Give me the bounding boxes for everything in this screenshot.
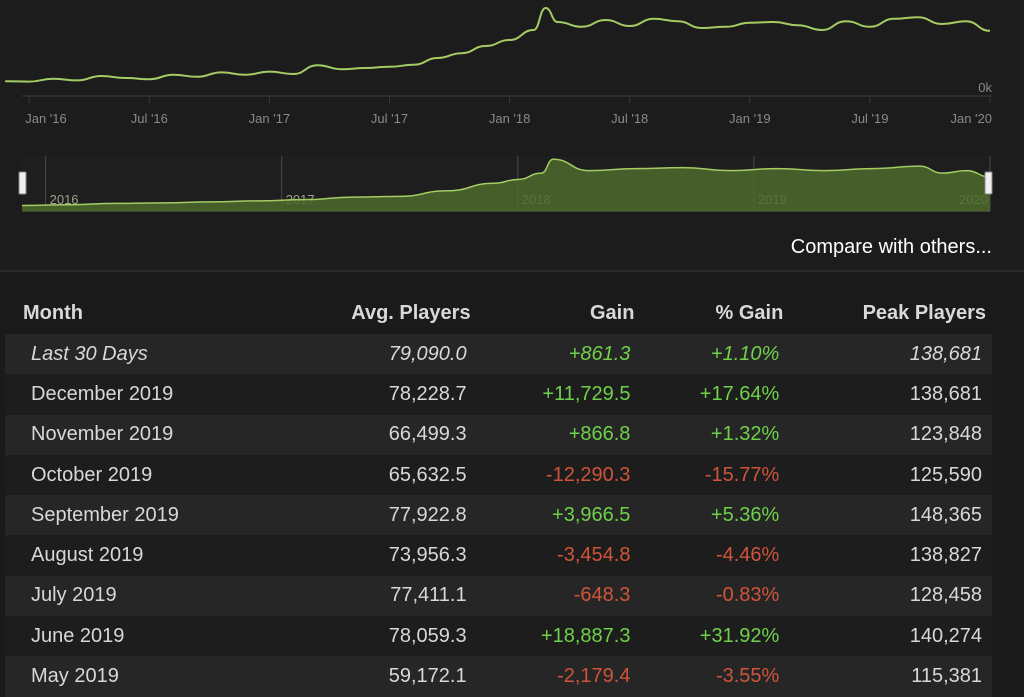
- compare-with-others-link[interactable]: Compare with others...: [790, 236, 992, 258]
- cell-pct-gain: -3.55%: [715, 665, 780, 688]
- monthly-stats-table: Month Avg. Players Gain % Gain Peak Play…: [5, 292, 992, 697]
- x-tick-label: Jul '19: [851, 111, 888, 126]
- cell-gain: -3,454.8: [557, 544, 631, 567]
- cell-gain: -2,179.4: [557, 665, 631, 688]
- table-row: September 2019 77,922.8 +3,966.5 +5.36% 148,…: [5, 495, 992, 536]
- cell-avg-players: 66,499.3: [388, 423, 467, 446]
- cell-month: August 2019: [31, 544, 144, 567]
- cell-gain: -648.3: [573, 584, 631, 607]
- header-gain[interactable]: Gain: [589, 301, 635, 324]
- cell-avg-players: 73,956.3: [388, 544, 467, 567]
- cell-month: October 2019: [31, 463, 153, 486]
- cell-peak-players: 125,590: [909, 463, 982, 486]
- cell-peak-players: 138,681: [909, 342, 982, 365]
- x-tick-label: Jan '16: [25, 111, 67, 126]
- navigator-right-handle[interactable]: [984, 171, 993, 195]
- header-month[interactable]: Month: [23, 301, 83, 324]
- table-row: October 2019 65,632.5 -12,290.3 -15.77% 125,…: [5, 454, 992, 496]
- cell-avg-players: 59,172.1: [388, 665, 467, 688]
- table-row: Last 30 Days 79,090.0 +861.3 +1.10% 138,681: [5, 334, 992, 375]
- navigator-year-label: 2016: [50, 192, 79, 207]
- cell-avg-players: 65,632.5: [388, 463, 467, 486]
- cell-peak-players: 115,381: [911, 665, 982, 688]
- chart-area: Jan '16 Jul '16 Jan '17 Jul '17 Jan '18 Jul '…: [0, 0, 1024, 270]
- x-tick-label: Jan '19: [729, 111, 771, 126]
- table-row: August 2019 73,956.3 -3,454.8 -4.46% 138,827: [5, 535, 992, 576]
- table-row: November 2019 66,499.3 +866.8 +1.32% 123,848: [5, 414, 992, 455]
- cell-peak-players: 148,365: [909, 503, 982, 526]
- cell-peak-players: 138,681: [909, 382, 982, 405]
- cell-month: July 2019: [31, 584, 117, 607]
- header-avg-players[interactable]: Avg. Players: [351, 301, 471, 324]
- navigator-area: [22, 159, 990, 211]
- table-row: May 2019 59,172.1 -2,179.4 -3.55% 115,381: [5, 656, 992, 697]
- cell-pct-gain: +1.10%: [710, 342, 780, 365]
- series-line[interactable]: [5, 6, 991, 83]
- cell-gain: +11,729.5: [542, 382, 631, 405]
- cell-pct-gain: +1.32%: [710, 423, 780, 446]
- main-line-chart[interactable]: Jan '16 Jul '16 Jan '17 Jul '17 Jan '18 Jul '…: [0, 0, 1024, 140]
- header-pct-gain[interactable]: % Gain: [715, 301, 784, 324]
- cell-avg-players: 77,411.1: [390, 584, 467, 607]
- table-row: June 2019 78,059.3 +18,887.3 +31.92% 140,274: [5, 616, 992, 657]
- cell-gain: +866.8: [568, 423, 631, 446]
- monthly-stats-section: Month Avg. Players Gain % Gain Peak Play…: [0, 270, 1024, 697]
- x-tick-label: Jan '20: [950, 111, 992, 126]
- cell-avg-players: 78,228.7: [388, 382, 467, 405]
- cell-month: May 2019: [31, 665, 119, 688]
- navigator-chart[interactable]: 20162017201820192020: [0, 0, 1024, 230]
- navigator-line: [21, 158, 991, 207]
- cell-gain: -12,290.3: [545, 463, 631, 486]
- cell-month: June 2019: [31, 624, 125, 647]
- x-tick-label: Jan '18: [489, 111, 531, 126]
- cell-peak-players: 123,848: [909, 423, 982, 446]
- cell-peak-players: 140,274: [909, 624, 982, 647]
- cell-peak-players: 138,827: [909, 544, 982, 567]
- cell-gain: +3,966.5: [552, 503, 631, 526]
- cell-month: November 2019: [31, 423, 174, 446]
- table-row: December 2019 78,228.7 +11,729.5 +17.64% 138…: [5, 374, 992, 415]
- table-header-row: Month Avg. Players Gain % Gain Peak Play…: [5, 292, 992, 334]
- cell-month: September 2019: [31, 503, 179, 526]
- cell-month: Last 30 Days: [31, 342, 148, 365]
- table-body: Last 30 Days 79,090.0 +861.3 +1.10% 138,681 D…: [5, 334, 992, 697]
- cell-avg-players: 79,090.0: [388, 342, 467, 365]
- cell-avg-players: 77,922.8: [388, 503, 467, 526]
- cell-pct-gain: -4.46%: [715, 544, 780, 567]
- x-tick-label: Jul '17: [371, 111, 408, 126]
- cell-pct-gain: +17.64%: [699, 382, 780, 405]
- x-tick-label: Jul '18: [611, 111, 648, 126]
- cell-pct-gain: -15.77%: [704, 463, 780, 486]
- x-tick-label: Jul '16: [131, 111, 168, 126]
- navigator-left-handle[interactable]: [18, 171, 27, 195]
- table-row: July 2019 77,411.1 -648.3 -0.83% 128,458: [5, 575, 992, 617]
- cell-gain: +18,887.3: [540, 624, 631, 647]
- header-peak-players[interactable]: Peak Players: [862, 301, 986, 324]
- x-tick-label: Jan '17: [249, 111, 291, 126]
- cell-peak-players: 128,458: [909, 584, 982, 607]
- y-tick-label: 0k: [978, 80, 992, 95]
- cell-avg-players: 78,059.3: [388, 624, 467, 647]
- cell-pct-gain: -0.83%: [715, 584, 780, 607]
- cell-pct-gain: +5.36%: [710, 503, 780, 526]
- cell-month: December 2019: [31, 382, 174, 405]
- cell-gain: +861.3: [568, 342, 631, 365]
- cell-pct-gain: +31.92%: [699, 624, 780, 647]
